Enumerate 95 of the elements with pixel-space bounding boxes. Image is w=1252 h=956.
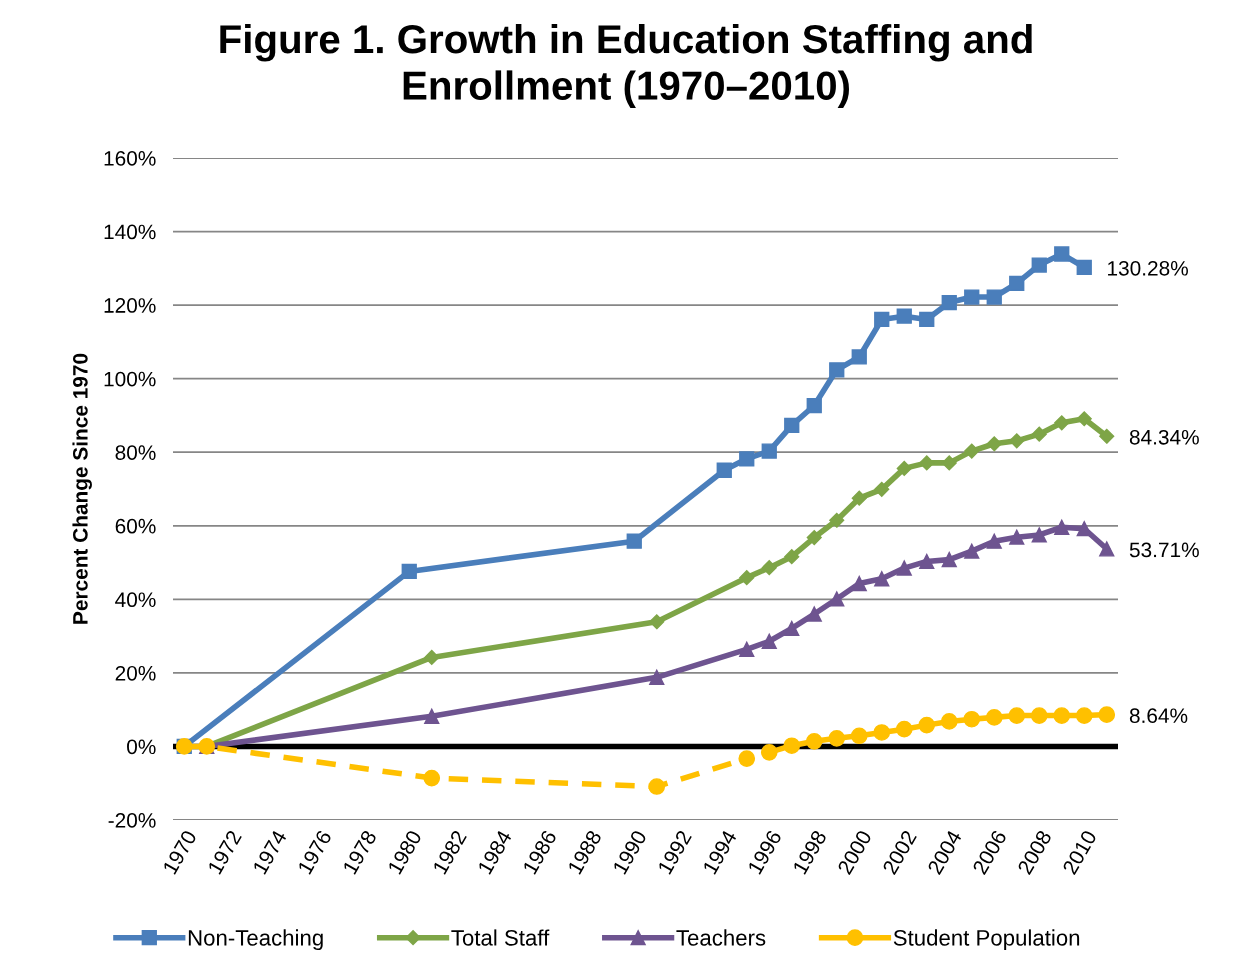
point [1031,426,1047,442]
point [784,417,800,434]
point [964,543,980,559]
legend-label: Student Population [893,929,1080,951]
point [986,436,1002,452]
point [851,349,867,365]
data-label: 8.64% [1129,708,1188,724]
point [896,460,912,476]
point [918,716,936,734]
point [1054,246,1070,262]
point [761,443,777,459]
y-tick-label: 20% [115,665,156,681]
point [1076,411,1092,427]
point [986,289,1002,305]
point [739,570,755,586]
point [874,571,890,587]
point [1099,541,1115,557]
point [1008,707,1026,724]
point [986,533,1002,549]
point [760,743,778,761]
point [716,462,732,478]
y-tick-label: -20% [108,813,156,828]
y-tick-label: 0% [127,739,156,755]
point [919,311,935,328]
point [896,308,912,324]
point [874,481,890,497]
point [784,549,800,565]
point [828,730,846,747]
y-tick-label: 40% [115,592,156,608]
point [739,641,755,657]
point [940,713,958,730]
point [1054,519,1070,535]
chart-title: Figure 1. Growth in Education Staffing and Enrollment (1970–2010) [220,23,1032,108]
point [1053,707,1071,724]
point [896,560,912,576]
point [1076,259,1092,275]
y-tick-label: 60% [115,518,156,534]
point [738,750,756,767]
point [1098,706,1116,724]
point [941,455,957,471]
point [1054,415,1070,431]
point [648,778,666,795]
point [963,710,981,728]
point [649,614,665,630]
point [1075,707,1093,724]
point [829,512,845,528]
point [401,563,417,580]
point [985,709,1003,726]
point [806,606,822,622]
y-tick-label: 140% [104,224,156,240]
point [424,649,440,666]
point [1030,707,1048,724]
legend-label: Teachers [676,929,766,946]
point [1009,433,1025,449]
y-tick-label: 100% [104,371,156,387]
legend-label: Non-Teaching [188,929,323,951]
y-tick-label: 160% [104,151,156,166]
point [1031,527,1047,543]
point [806,529,822,546]
legend-label: Total Staff [451,929,550,946]
data-label: 130.28% [1108,260,1188,276]
point [851,575,867,592]
point [873,724,891,741]
point [424,708,440,724]
point [761,560,777,576]
point [851,490,867,506]
point [806,397,822,414]
point [874,311,890,328]
point [1009,529,1025,545]
point [964,443,980,459]
point [649,669,665,685]
data-label: 84.34% [1129,429,1199,445]
point [895,720,913,738]
point [829,362,845,378]
y-tick-label: 120% [104,298,156,313]
point [941,294,957,311]
point [805,732,823,750]
point [941,551,957,568]
point [784,620,800,637]
point [850,727,868,745]
point [761,633,777,649]
point [783,737,801,755]
point [964,289,980,305]
point [1099,428,1115,444]
point [626,533,642,549]
point [919,553,935,570]
point [739,451,755,467]
point [1031,257,1047,273]
data-label: 53.71% [1129,542,1199,558]
y-tick-label: 80% [115,445,156,460]
y-axis-title: Percent Change Since 1970 [72,353,92,624]
point [829,591,845,607]
point [1009,275,1025,292]
point [919,455,935,471]
point [423,769,441,787]
